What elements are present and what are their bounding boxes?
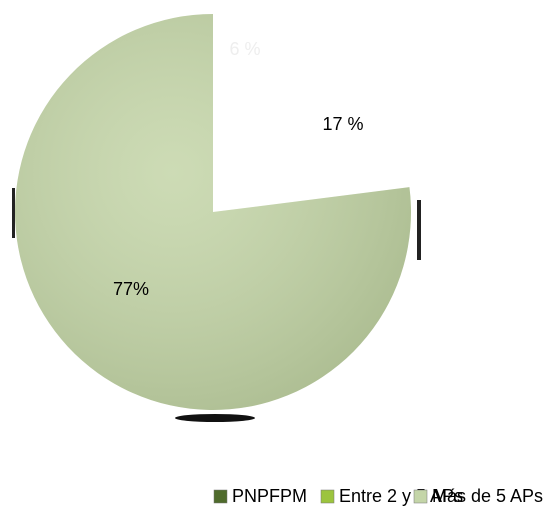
data-label: 77% (113, 279, 149, 299)
legend-label: PNPFPM (232, 486, 307, 506)
pie-shadow (12, 188, 15, 238)
pie-shadow (417, 200, 421, 260)
legend-swatch (320, 489, 335, 504)
legend-swatch (413, 489, 428, 504)
pie-slice (213, 27, 410, 213)
labels: 6 % 17 % 77% (113, 39, 364, 299)
pie-shadow (175, 414, 255, 422)
data-label: 6 % (229, 39, 260, 59)
legend-label: Más de 5 APs (432, 486, 543, 506)
data-label: 17 % (322, 114, 363, 134)
legend-label: Entre 2 y 5 APs (339, 486, 463, 506)
pie (15, 14, 412, 410)
legend-swatch (213, 489, 228, 504)
slice-shade (15, 14, 412, 410)
pie-slice (213, 14, 286, 212)
